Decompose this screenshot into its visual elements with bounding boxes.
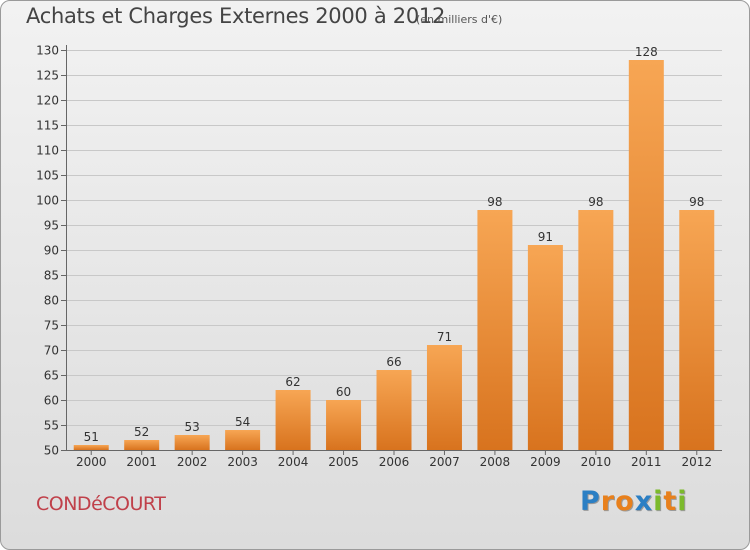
bar	[73, 445, 109, 450]
bar	[578, 210, 614, 450]
y-tick-label: 55	[44, 419, 59, 433]
value-label: 98	[689, 195, 704, 209]
value-label: 71	[437, 330, 452, 344]
logo-letter: o	[615, 486, 635, 517]
y-tick-label: 80	[44, 294, 59, 308]
x-tick-label: 2010	[581, 455, 612, 469]
x-tick-label: 2009	[530, 455, 561, 469]
x-tick-label: 2004	[278, 455, 309, 469]
value-label: 98	[588, 195, 603, 209]
proxiti-logo[interactable]: Proxiti	[580, 486, 688, 517]
logo-letter: i	[653, 486, 664, 517]
bar	[679, 210, 715, 450]
x-tick-label: 2008	[480, 455, 511, 469]
value-label: 53	[185, 420, 200, 434]
bar	[275, 390, 311, 450]
logo-letter: i	[677, 486, 688, 517]
y-tick-label: 90	[44, 244, 59, 258]
y-tick-label: 75	[44, 319, 59, 333]
logo-letter: x	[634, 486, 654, 517]
value-label: 91	[538, 230, 553, 244]
x-tick-label: 2011	[631, 455, 662, 469]
value-label: 51	[84, 430, 99, 444]
chart-title: Achats et Charges Externes 2000 à 2012	[26, 4, 446, 28]
y-tick-label: 130	[36, 44, 59, 58]
y-axis-ticks: 50 55 60 65 70 75 80 85 90 95 100 105 110 115 120 125 13…	[36, 44, 66, 458]
y-tick-label: 70	[44, 344, 59, 358]
x-tick-label: 2003	[227, 455, 258, 469]
x-tick-label: 2000	[76, 455, 107, 469]
x-tick-label: 2006	[379, 455, 410, 469]
bar	[628, 60, 664, 450]
bar	[174, 435, 210, 450]
x-tick-label: 2001	[126, 455, 157, 469]
y-tick-label: 65	[44, 369, 59, 383]
y-tick-label: 105	[36, 169, 59, 183]
value-label: 66	[386, 355, 401, 369]
y-tick-label: 125	[36, 69, 59, 83]
y-tick-label: 120	[36, 94, 59, 108]
x-axis-ticks: 2000 2001 2002 2003 2004 2005 2006 2007 2008 2009…	[76, 450, 712, 469]
y-tick-label: 50	[44, 444, 59, 458]
y-tick-label: 60	[44, 394, 59, 408]
value-labels: 51 52 53 54 62 60 66 71 98 91 98 128 98	[84, 45, 705, 444]
y-tick-label: 100	[36, 194, 59, 208]
value-label: 98	[487, 195, 502, 209]
y-tick-label: 110	[36, 144, 59, 158]
value-label: 128	[635, 45, 658, 59]
bar	[124, 440, 160, 450]
bar	[527, 245, 563, 450]
value-label: 62	[285, 375, 300, 389]
logo-letter: t	[663, 486, 678, 517]
y-tick-label: 85	[44, 269, 59, 283]
y-tick-label: 115	[36, 119, 59, 133]
bar	[225, 430, 261, 450]
x-tick-label: 2005	[328, 455, 359, 469]
value-label: 54	[235, 415, 250, 429]
logo-letter: r	[600, 486, 616, 517]
chart-subtitle: (en milliers d'€)	[416, 13, 503, 26]
x-tick-label: 2002	[177, 455, 208, 469]
y-tick-label: 95	[44, 219, 59, 233]
x-tick-label: 2012	[681, 455, 712, 469]
value-label: 60	[336, 385, 351, 399]
bars	[73, 60, 715, 450]
town-name: CONDéCOURT	[36, 493, 166, 515]
bar	[426, 345, 462, 450]
value-label: 52	[134, 425, 149, 439]
bar	[477, 210, 513, 450]
logo-letter: P	[580, 486, 601, 517]
bar	[326, 400, 362, 450]
x-tick-label: 2007	[429, 455, 460, 469]
bar	[376, 370, 412, 450]
